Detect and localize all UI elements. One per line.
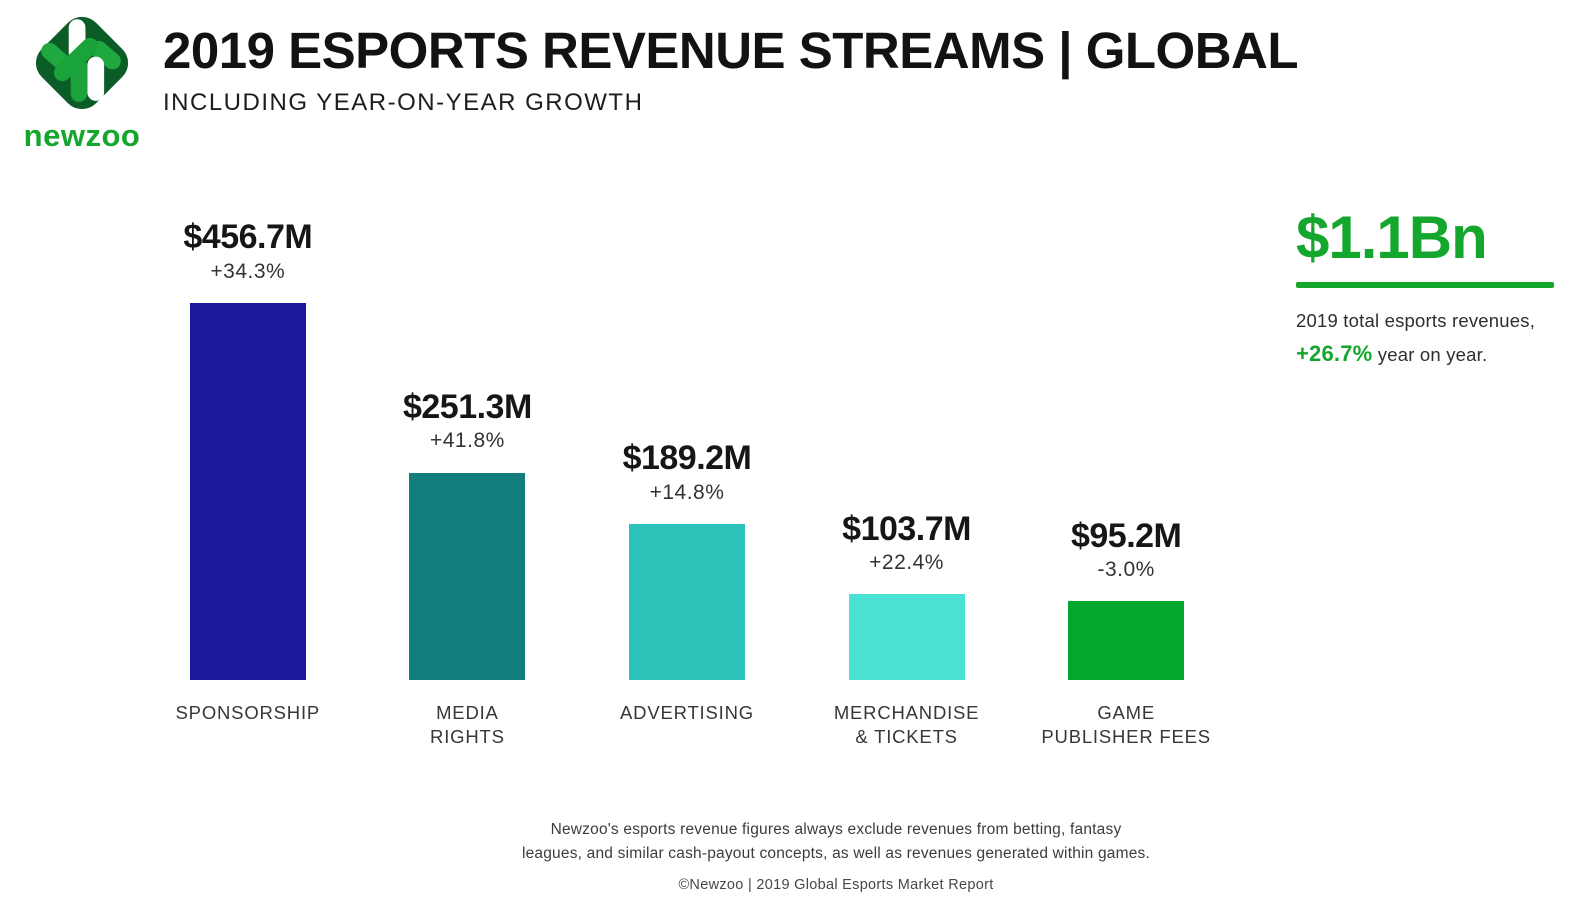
- bar-column-sponsorship: $456.7M +34.3% SPONSORSHIP: [138, 210, 358, 750]
- bar-column-advertising: $189.2M +14.8% ADVERTISING: [577, 210, 797, 750]
- category-line: RIGHTS: [430, 726, 505, 748]
- summary-panel: $1.1Bn 2019 total esports revenues, +26.…: [1296, 208, 1586, 367]
- bar-category-label: MERCHANDISE & TICKETS: [797, 680, 1017, 750]
- bar-growth-label: +41.8%: [429, 429, 505, 453]
- footnote-line-1: Newzoo's esports revenue figures always …: [550, 821, 1122, 838]
- footnote-line-2: leagues, and similar cash-payout concept…: [521, 845, 1151, 863]
- category-line: GAME: [1097, 702, 1156, 723]
- bar-value-label: $456.7M: [183, 218, 313, 257]
- page-title: 2019 ESPORTS REVENUE STREAMS | GLOBAL: [163, 22, 1299, 79]
- bar-growth-label: -3.0%: [1097, 558, 1155, 582]
- bar-category-label: GAME PUBLISHER FEES: [1016, 680, 1236, 750]
- summary-description: 2019 total esports revenues,: [1296, 310, 1536, 331]
- bar-stack: $95.2M -3.0%: [1016, 210, 1236, 680]
- newzoo-logo-icon: [35, 16, 129, 110]
- summary-growth-suffix: year on year.: [1377, 344, 1488, 365]
- bar-stack: $456.7M +34.3%: [138, 210, 358, 680]
- bar-column-media-rights: $251.3M +41.8% MEDIA RIGHTS: [358, 210, 578, 750]
- category-line: SPONSORSHIP: [175, 702, 321, 723]
- newzoo-logo: newzoo: [12, 4, 152, 154]
- summary-growth-line: +26.7% year on year.: [1296, 341, 1586, 367]
- bar-value-label: $103.7M: [842, 509, 971, 548]
- bar-column-merchandise-tickets: $103.7M +22.4% MERCHANDISE & TICKETS: [797, 210, 1017, 750]
- category-line: & TICKETS: [855, 726, 958, 748]
- footnote: Newzoo's esports revenue figures always …: [76, 818, 1596, 866]
- bar-category-label: ADVERTISING: [577, 680, 797, 725]
- bar-stack: $189.2M +14.8%: [577, 210, 797, 680]
- category-line: ADVERTISING: [620, 702, 754, 723]
- category-line: PUBLISHER FEES: [1041, 726, 1211, 748]
- bar-advertising: [628, 523, 745, 680]
- bar-game-publisher-fees: [1068, 601, 1185, 680]
- bar-category-label: MEDIA RIGHTS: [358, 680, 578, 750]
- bar-growth-label: +22.4%: [869, 551, 944, 575]
- footer: Newzoo's esports revenue figures always …: [76, 818, 1596, 893]
- page-subtitle: INCLUDING YEAR-ON-YEAR GROWTH: [163, 88, 644, 116]
- bar-stack: $251.3M +41.8%: [358, 210, 578, 680]
- bar-growth-label: +14.8%: [649, 480, 725, 504]
- copyright: ©Newzoo | 2019 Global Esports Market Rep…: [678, 877, 994, 894]
- category-line: MEDIA: [436, 702, 499, 723]
- bar-value-label: $251.3M: [402, 387, 532, 426]
- bar-merchandise-tickets: [848, 594, 965, 680]
- bar-stack: $103.7M +22.4%: [797, 210, 1017, 680]
- bar-category-label: SPONSORSHIP: [138, 680, 358, 725]
- summary-growth: +26.7%: [1296, 341, 1373, 366]
- bar-value-label: $189.2M: [622, 438, 752, 477]
- title-block: 2019 ESPORTS REVENUE STREAMS | GLOBAL IN…: [163, 22, 1299, 117]
- bar-sponsorship: [189, 303, 306, 680]
- total-revenue: $1.1Bn: [1296, 204, 1488, 271]
- green-underline: [1296, 282, 1554, 288]
- bar-media-rights: [409, 472, 526, 680]
- bar-growth-label: +34.3%: [210, 259, 286, 283]
- newzoo-logo-text: newzoo: [23, 118, 141, 153]
- bar-value-label: $95.2M: [1070, 516, 1182, 555]
- bar-column-game-publisher-fees: $95.2M -3.0% GAME PUBLISHER FEES: [1016, 210, 1236, 750]
- bar-chart: $456.7M +34.3% SPONSORSHIP $251.3M +41.8% MED…: [138, 210, 1236, 750]
- category-line: MERCHANDISE: [833, 702, 980, 723]
